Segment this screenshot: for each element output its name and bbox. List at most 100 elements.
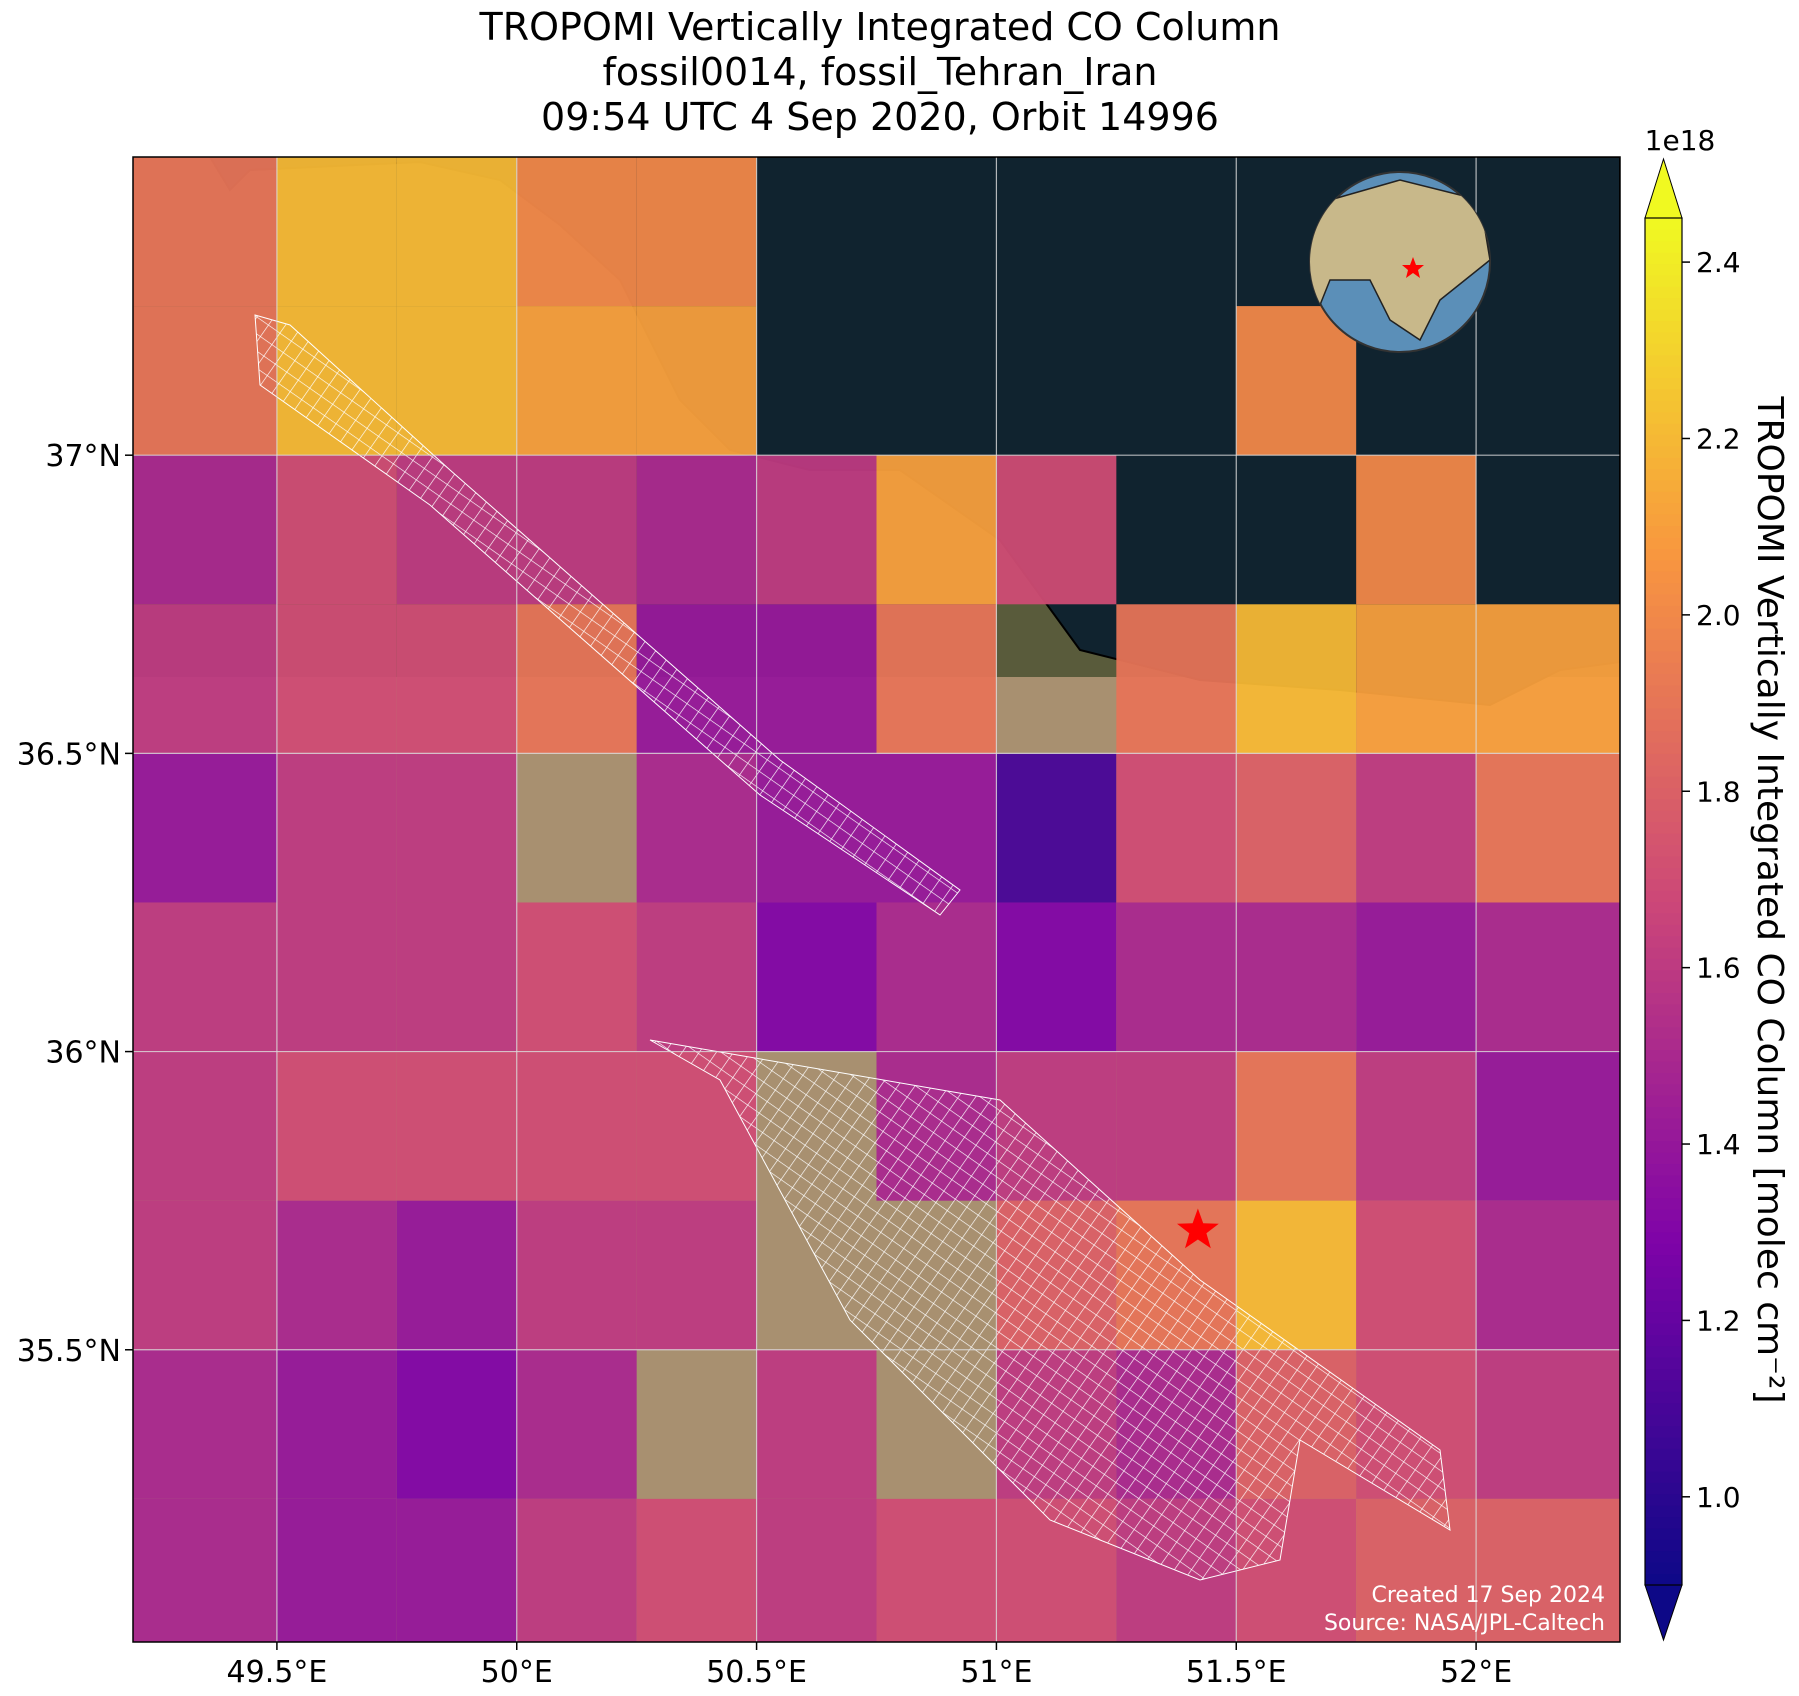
- colorbar-segment: [1645, 365, 1682, 378]
- colorbar-tick-label: 2.4: [1696, 246, 1741, 279]
- co-cell: [133, 157, 277, 307]
- co-cell: [996, 753, 1117, 903]
- co-cell: [1476, 1200, 1620, 1350]
- colorbar-segment: [1645, 1197, 1682, 1210]
- co-cell: [516, 1051, 637, 1201]
- colorbar-frame: [1644, 217, 1683, 1586]
- x-tick-label: 51.5°E: [1186, 1655, 1287, 1690]
- co-cell: [756, 902, 877, 1052]
- co-cell: [636, 306, 757, 456]
- colorbar-segment: [1645, 308, 1682, 322]
- grid: [133, 157, 1620, 1642]
- colorbar-segment: [1645, 1527, 1682, 1540]
- co-cell: [276, 604, 397, 754]
- colorbar-segment: [1645, 1481, 1682, 1495]
- globe-inset: [1309, 171, 1491, 353]
- colorbar-segment: [1645, 1436, 1682, 1449]
- colorbar-segment: [1645, 468, 1682, 481]
- co-cell: [636, 902, 757, 1052]
- co-cell: [636, 753, 757, 903]
- co-cell: [996, 902, 1117, 1052]
- co-cell: [1356, 1051, 1477, 1201]
- colorbar-label: TROPOMI Vertically Integrated CO Column …: [1749, 395, 1790, 1403]
- co-cell: [396, 753, 517, 903]
- co-cell: [396, 1349, 517, 1499]
- colorbar-segment: [1645, 1333, 1682, 1347]
- colorbar-segment: [1645, 1379, 1682, 1392]
- colorbar-segment: [1645, 1026, 1682, 1039]
- co-cell: [756, 455, 877, 605]
- colorbar-segment: [1645, 1390, 1682, 1404]
- colorbar-segment: [1645, 752, 1682, 766]
- co-cell: [876, 604, 997, 754]
- colorbar-segment: [1645, 912, 1682, 925]
- co-cell: [133, 604, 277, 754]
- colorbar-extend: [1644, 157, 1683, 219]
- colorbar-segment: [1645, 445, 1682, 458]
- colorbar-segment: [1645, 274, 1682, 287]
- co-cell: [276, 1200, 397, 1350]
- colorbar-segment: [1645, 354, 1682, 367]
- colorbar-segment: [1645, 604, 1682, 618]
- co-cell: [1356, 1498, 1477, 1642]
- co-cell: [396, 1051, 517, 1201]
- colorbar-tick-label: 1.4: [1696, 1128, 1741, 1161]
- co-cell: [396, 1498, 517, 1642]
- colorbar-segment: [1645, 1516, 1682, 1529]
- y-tick-label: 36°N: [45, 1036, 121, 1071]
- co-cell: [1476, 1051, 1620, 1201]
- colorbar-segment: [1645, 1470, 1682, 1483]
- colorbar-segment: [1645, 980, 1682, 994]
- colorbar-segment: [1645, 1163, 1682, 1176]
- co-cell: [1356, 455, 1477, 605]
- co-cell: [636, 157, 757, 307]
- colorbar-segment: [1645, 1094, 1682, 1108]
- co-cell: [133, 1498, 277, 1642]
- colorbar-segment: [1645, 741, 1682, 754]
- colorbar-offset: 1e18: [1645, 124, 1716, 157]
- co-cell: [133, 753, 277, 903]
- co-cell: [756, 1498, 877, 1642]
- colorbar-segment: [1645, 1368, 1682, 1381]
- colorbar-segment: [1645, 855, 1682, 868]
- colorbar-segment: [1645, 547, 1682, 561]
- colorbar-segment: [1645, 764, 1682, 777]
- colorbar-segment: [1645, 1447, 1682, 1461]
- co-cell: [396, 604, 517, 754]
- colorbar-segment: [1645, 1151, 1682, 1165]
- x-tick-label: 50.5°E: [706, 1655, 807, 1690]
- colorbar-segment: [1645, 376, 1682, 390]
- y-tick-label: 36.5°N: [17, 737, 121, 772]
- co-cell: [1476, 902, 1620, 1052]
- colorbar-segment: [1645, 1219, 1682, 1233]
- co-cell: [1356, 1200, 1477, 1350]
- co-cell: [636, 455, 757, 605]
- colorbar-segment: [1645, 433, 1682, 447]
- co-cell: [1356, 902, 1477, 1052]
- colorbar-segment: [1645, 798, 1682, 811]
- co-cell: [396, 157, 517, 307]
- colorbar-segment: [1645, 1174, 1682, 1187]
- title-line: fossil0014, fossil_Tehran_Iran: [603, 50, 1158, 94]
- colorbar-segment: [1645, 320, 1682, 333]
- co-cell: [1236, 306, 1357, 456]
- colorbar-segment: [1645, 1185, 1682, 1199]
- colorbar-segment: [1645, 297, 1682, 310]
- co-cell: [876, 455, 997, 605]
- colorbar-segment: [1645, 1208, 1682, 1221]
- colorbar-segment: [1645, 650, 1682, 663]
- colorbar-segment: [1645, 1060, 1682, 1073]
- colorbar-segment: [1645, 901, 1682, 914]
- colorbar-segment: [1645, 627, 1682, 640]
- colorbar-segment: [1645, 1003, 1682, 1016]
- colorbar-segment: [1645, 775, 1682, 789]
- colorbar-segment: [1645, 570, 1682, 584]
- colorbar-segment: [1645, 684, 1682, 697]
- colorbar-tick-label: 1.6: [1696, 952, 1741, 985]
- y-tick-label: 37°N: [45, 439, 121, 474]
- co-cell: [133, 902, 277, 1052]
- colorbar-segment: [1645, 1493, 1682, 1506]
- colorbar-segment: [1645, 342, 1682, 356]
- colorbar-tick-label: 1.2: [1696, 1304, 1741, 1337]
- co-cell: [1116, 753, 1237, 903]
